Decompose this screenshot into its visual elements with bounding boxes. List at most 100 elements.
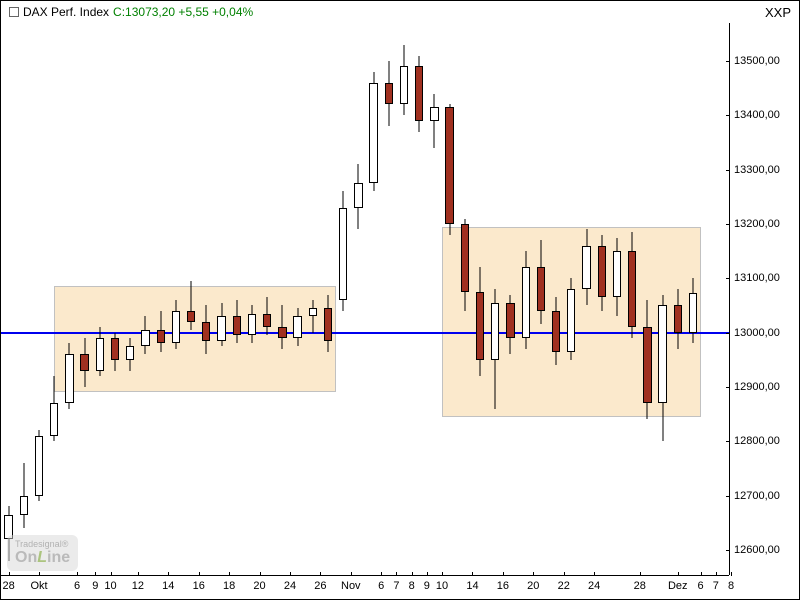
watermark-main: OnLine: [15, 549, 70, 567]
x-tick-mark: [199, 572, 200, 576]
candle-body: [35, 436, 43, 496]
candle: [50, 23, 58, 577]
x-tick-label: 14: [466, 580, 478, 592]
x-tick-mark: [9, 572, 10, 576]
x-tick-mark: [412, 572, 413, 576]
x-tick-label: 12: [132, 580, 144, 592]
candle-body: [476, 292, 484, 360]
x-tick-label: 6: [74, 580, 80, 592]
candle-body: [552, 311, 560, 352]
candle: [689, 23, 697, 577]
x-tick-label: 6: [698, 580, 704, 592]
candle-body: [309, 308, 317, 316]
y-tick-label: 13400,00: [734, 109, 780, 121]
y-tick-mark: [726, 61, 730, 62]
y-axis: 12600,0012700,0012800,0012900,0013000,00…: [729, 23, 799, 575]
candle-body: [522, 267, 530, 338]
candle: [674, 23, 682, 577]
candle: [20, 23, 28, 577]
watermark-top: Tradesignal®: [15, 539, 70, 549]
candle: [354, 23, 362, 577]
candle: [476, 23, 484, 577]
candle: [628, 23, 636, 577]
x-axis: 28Okt691012141618202426Nov67891014162022…: [1, 575, 729, 599]
chart-header: DAX Perf. Index C:13073,20 +5,55 +0,04%: [9, 5, 253, 19]
x-tick-label: 7: [713, 580, 719, 592]
x-tick-label: 20: [253, 580, 265, 592]
y-tick-mark: [726, 550, 730, 551]
candle: [187, 23, 195, 577]
x-tick-label: 28: [634, 580, 646, 592]
x-tick-mark: [351, 572, 352, 576]
x-tick-mark: [533, 572, 534, 576]
x-tick-mark: [138, 572, 139, 576]
y-tick-label: 12700,00: [734, 490, 780, 502]
x-tick-mark: [472, 572, 473, 576]
candle-body: [537, 267, 545, 310]
candle-body: [187, 311, 195, 322]
candle-body: [613, 251, 621, 297]
candle: [567, 23, 575, 577]
y-tick-mark: [726, 224, 730, 225]
candle-wick: [434, 94, 435, 148]
x-tick-label: Nov: [341, 580, 361, 592]
y-tick-label: 13200,00: [734, 218, 780, 230]
candle: [445, 23, 453, 577]
candle-body: [461, 224, 469, 292]
candle-body: [141, 330, 149, 346]
x-tick-label: 9: [424, 580, 430, 592]
x-tick-label: 24: [284, 580, 296, 592]
candle: [430, 23, 438, 577]
y-tick-label: 12900,00: [734, 381, 780, 393]
chart-title: DAX Perf. Index: [23, 5, 109, 19]
candle: [141, 23, 149, 577]
price-summary: C:13073,20 +5,55 +0,04%: [113, 5, 253, 19]
candle: [658, 23, 666, 577]
candle-body: [628, 251, 636, 327]
candle-body: [263, 314, 271, 328]
y-tick-label: 13000,00: [734, 327, 780, 339]
candle-body: [233, 316, 241, 335]
candle: [80, 23, 88, 577]
candle-body: [202, 322, 210, 341]
y-tick-mark: [726, 115, 730, 116]
x-tick-mark: [381, 572, 382, 576]
candle-body: [339, 208, 347, 300]
x-tick-mark: [168, 572, 169, 576]
x-tick-label: Okt: [30, 580, 47, 592]
candle: [415, 23, 423, 577]
x-tick-label: 7: [393, 580, 399, 592]
candle: [309, 23, 317, 577]
candle: [35, 23, 43, 577]
candle-body: [567, 289, 575, 351]
x-tick-label: Dez: [668, 580, 688, 592]
candle-body: [658, 305, 666, 403]
x-tick-label: 16: [497, 580, 509, 592]
candle: [598, 23, 606, 577]
y-tick-label: 12600,00: [734, 544, 780, 556]
x-tick-mark: [640, 572, 641, 576]
candle: [248, 23, 256, 577]
x-tick-label: 14: [162, 580, 174, 592]
candle-wick: [312, 300, 313, 333]
candle-body: [415, 66, 423, 120]
x-tick-label: 10: [104, 580, 116, 592]
x-tick-label: 28: [2, 580, 14, 592]
candle: [233, 23, 241, 577]
candle-body: [689, 293, 697, 333]
x-tick-label: 16: [193, 580, 205, 592]
x-tick-label: 8: [409, 580, 415, 592]
candle: [537, 23, 545, 577]
candle-body: [172, 311, 180, 344]
x-tick-label: 8: [728, 580, 734, 592]
exchange-label: XXP: [765, 5, 791, 20]
candle-body: [20, 496, 28, 515]
candle: [339, 23, 347, 577]
y-tick-mark: [726, 278, 730, 279]
x-tick-mark: [678, 572, 679, 576]
candle: [461, 23, 469, 577]
x-tick-label: 26: [314, 580, 326, 592]
candle: [582, 23, 590, 577]
candle-body: [278, 327, 286, 338]
plot-area[interactable]: [1, 23, 729, 575]
